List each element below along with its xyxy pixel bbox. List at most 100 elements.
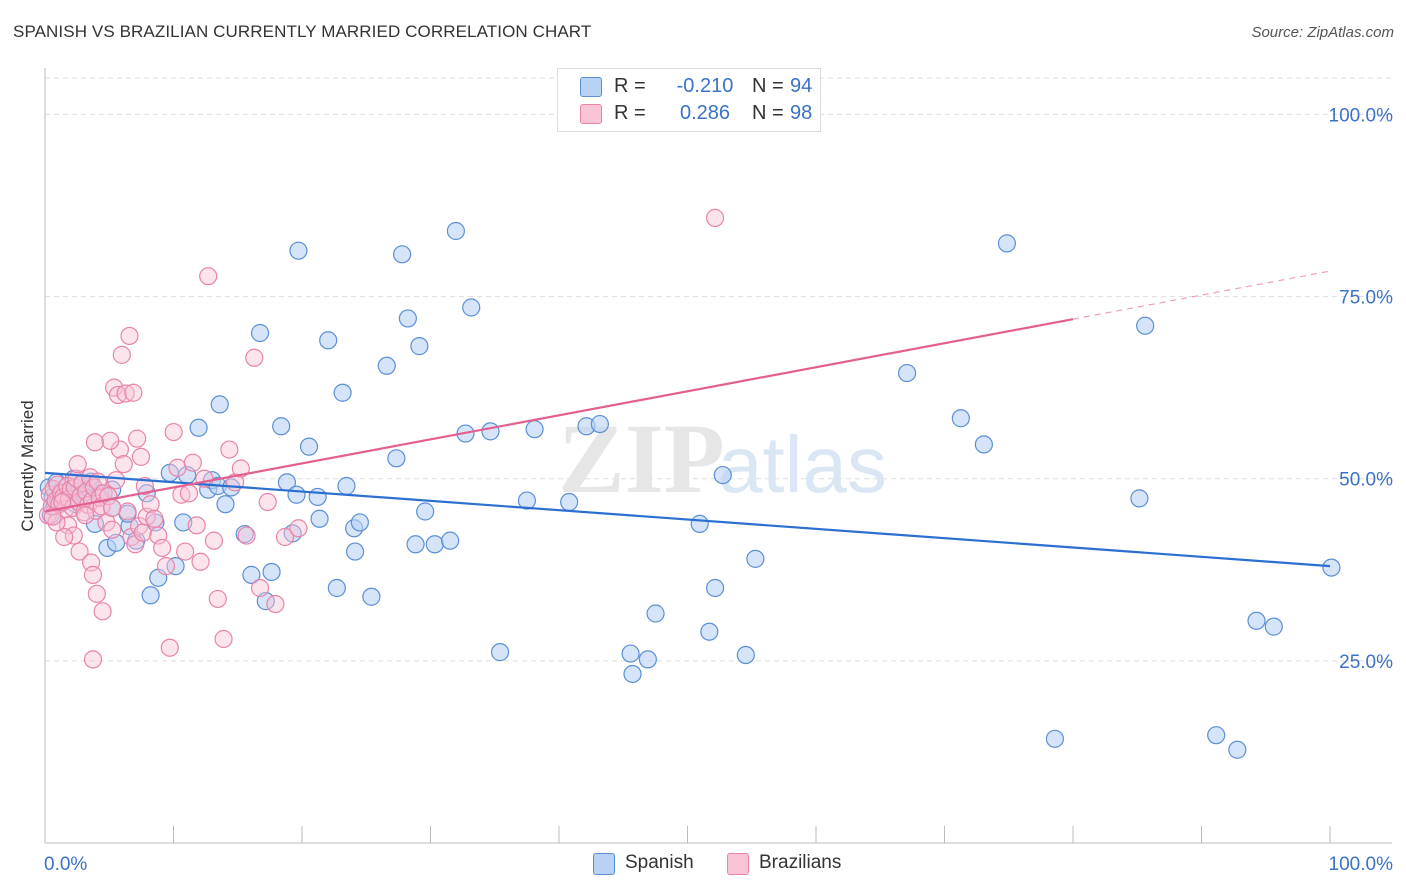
brazilians-point: [108, 385, 128, 405]
y-tick-label: 75.0%: [1339, 288, 1393, 309]
spanish-point: [398, 309, 417, 328]
brazilians-point: [258, 492, 277, 512]
brazilians-point: [101, 431, 120, 450]
brazilians-trend-extension: [1072, 270, 1331, 320]
bottom-legend: Spanish Brazilians: [593, 852, 893, 876]
spanish-point: [974, 435, 993, 454]
spanish-point: [441, 531, 460, 550]
legend-label-spanish: Spanish: [625, 852, 694, 873]
spanish-point: [141, 586, 160, 605]
legend-r-label: R =: [614, 75, 646, 97]
brazilians-point: [76, 506, 95, 525]
spanish-point: [1045, 729, 1065, 748]
legend-n-value: 94: [790, 75, 813, 97]
brazilians-point: [705, 208, 725, 227]
brazilians-point: [93, 602, 112, 621]
spanish-point: [406, 535, 425, 554]
brazilians-point: [116, 384, 135, 403]
brazilians-point: [245, 348, 264, 367]
spanish-point: [690, 514, 709, 533]
x-tick-label: 100.0%: [1329, 854, 1394, 875]
tick-labels: 25.0% 50.0% 75.0% 100.0% 0.0% 100.0%: [44, 105, 1393, 875]
brazilians-point: [131, 447, 151, 466]
spanish-point: [289, 241, 308, 260]
spanish-point: [216, 495, 235, 514]
spanish-point: [416, 502, 435, 521]
spanish-point: [462, 298, 481, 317]
spanish-point: [308, 487, 327, 507]
brazilians-point: [145, 509, 164, 528]
spanish-point: [166, 557, 185, 576]
chart-title: SPANISH VS BRAZILIAN CURRENTLY MARRIED C…: [13, 22, 592, 41]
spanish-point: [590, 414, 609, 434]
spanish-point: [713, 465, 732, 485]
legend-r-value: 0.286: [679, 102, 731, 124]
brazilians-point: [135, 476, 154, 496]
spanish-point: [299, 437, 319, 456]
spanish-point: [1228, 740, 1247, 759]
brazilians-point: [160, 638, 179, 657]
brazilians-point: [68, 455, 87, 474]
brazilians-swatch: [580, 104, 602, 124]
spanish-point: [287, 485, 306, 504]
spanish-point: [560, 492, 579, 512]
spanish-point: [736, 645, 755, 665]
spanish-point: [446, 221, 465, 241]
brazilians-point: [250, 578, 270, 598]
brazilians-point: [289, 519, 308, 538]
trend-lines: [44, 270, 1331, 568]
spanish-point: [621, 644, 640, 663]
brazilians-points: [38, 208, 725, 669]
spanish-point: [746, 549, 765, 568]
correlation-legend: R = -0.210 N = 94 R = 0.286 N = 98: [557, 68, 821, 132]
brazilians-point: [191, 552, 210, 571]
spanish-point: [425, 535, 444, 554]
spanish-point: [362, 587, 381, 606]
spanish-point: [345, 542, 365, 561]
spanish-point: [410, 337, 429, 356]
spanish-point: [1136, 316, 1155, 335]
spanish-point: [310, 509, 329, 528]
y-tick-label: 50.0%: [1339, 470, 1393, 491]
brazilians-point: [112, 345, 131, 364]
spanish-point: [997, 234, 1017, 253]
spanish-point: [700, 622, 719, 641]
spanish-point: [638, 650, 657, 669]
brazilians-point: [179, 484, 199, 503]
legend-label-brazilians: Brazilians: [759, 852, 842, 873]
spanish-point: [272, 417, 291, 436]
brazilians-point: [64, 526, 83, 545]
spanish-point: [210, 395, 229, 414]
spanish-point: [517, 491, 537, 510]
brazilians-point: [275, 527, 295, 547]
brazilians-point: [231, 459, 250, 478]
spanish-point: [337, 476, 356, 496]
brazilians-point: [114, 455, 133, 474]
brazilians-point: [208, 589, 227, 609]
brazilians-point: [204, 531, 224, 550]
spanish-point: [250, 323, 270, 343]
legend-n-label: N =: [752, 75, 784, 97]
brazilians-trend-line: [44, 318, 1074, 513]
spanish-point: [623, 664, 642, 684]
axes: [44, 68, 1392, 844]
spanish-point: [242, 565, 261, 584]
spanish-point: [393, 245, 412, 264]
brazilians-point: [237, 526, 256, 545]
spanish-point: [1130, 489, 1149, 508]
brazilians-point: [266, 594, 285, 614]
brazilians-point: [199, 267, 218, 286]
legend-r-value: -0.210: [676, 75, 734, 97]
y-tick-label: 100.0%: [1329, 105, 1394, 126]
spanish-point: [897, 363, 917, 383]
brazilians-point: [187, 516, 206, 535]
spanish-points: [39, 221, 1341, 759]
spanish-point: [174, 513, 193, 532]
brazilians-point: [70, 542, 89, 561]
spanish-swatch: [580, 77, 602, 97]
brazilians-point: [141, 495, 160, 514]
spanish-point: [525, 420, 544, 439]
spanish-point: [189, 418, 208, 437]
brazilians-point: [103, 520, 122, 539]
brazilians-point: [103, 498, 122, 517]
